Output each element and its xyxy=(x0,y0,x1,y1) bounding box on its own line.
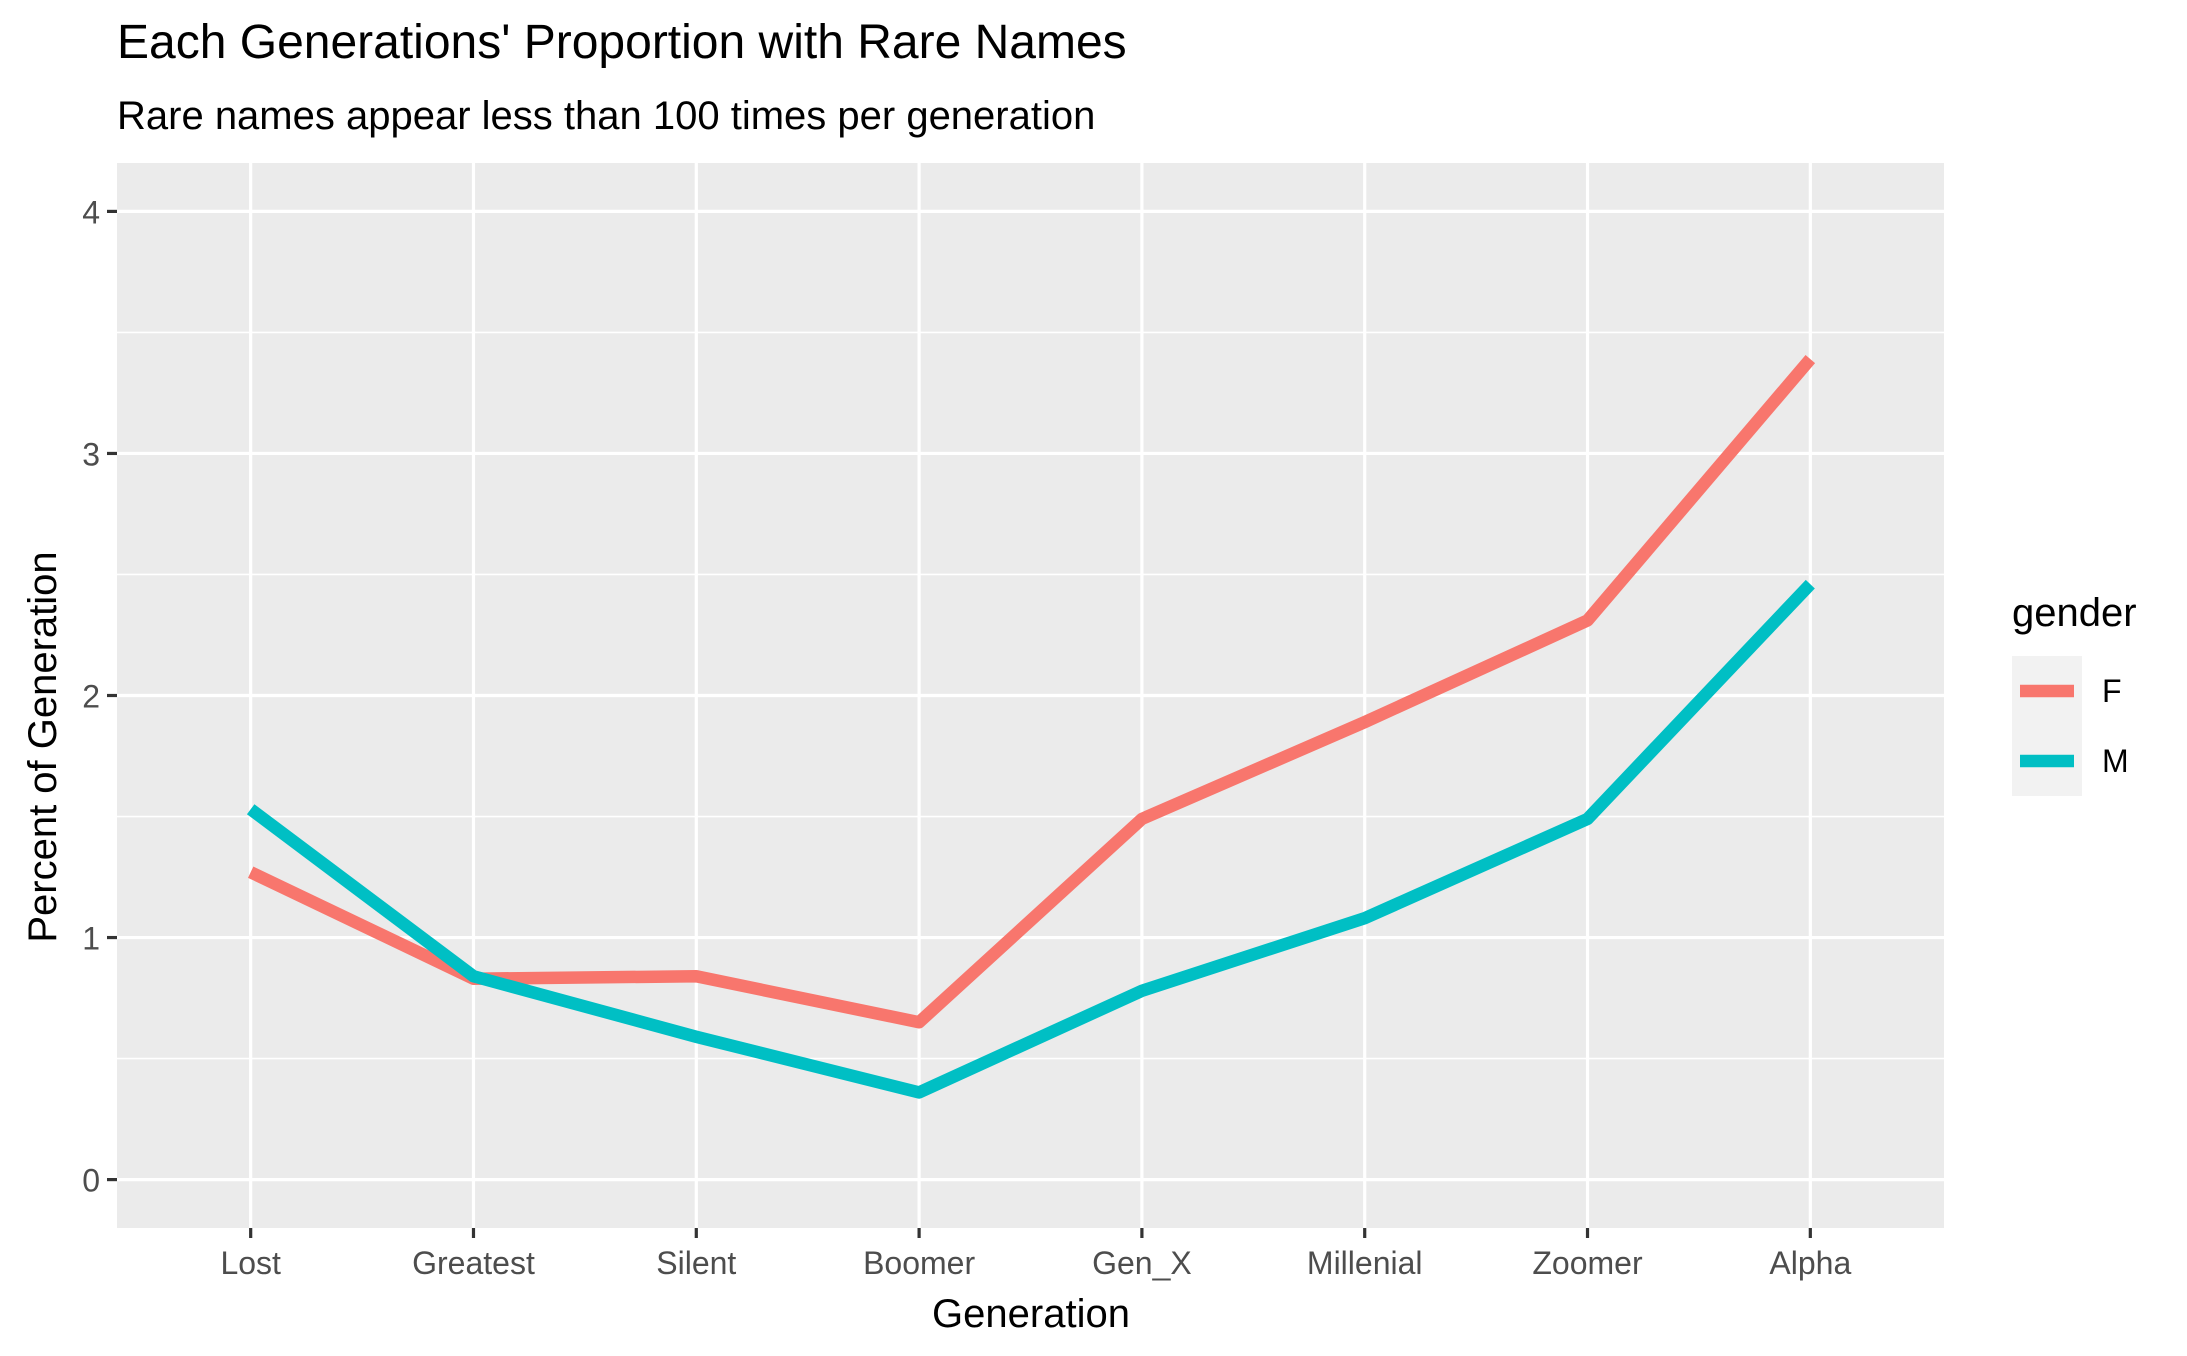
x-tick-label-Boomer: Boomer xyxy=(863,1245,975,1281)
y-tick-label: 3 xyxy=(82,436,100,472)
x-tick-label-Greatest: Greatest xyxy=(412,1245,535,1281)
x-tick-label-Lost: Lost xyxy=(220,1245,281,1281)
y-tick-label: 0 xyxy=(82,1163,100,1199)
x-axis-title: Generation xyxy=(932,1292,1130,1336)
x-tick-label-Millenial: Millenial xyxy=(1307,1245,1423,1281)
x-tick-label-Gen_X: Gen_X xyxy=(1092,1245,1192,1281)
legend-label-F: F xyxy=(2102,673,2122,709)
chart-title: Each Generations' Proportion with Rare N… xyxy=(117,16,1127,69)
y-tick-label: 4 xyxy=(82,194,100,230)
y-axis-title: Percent of Generation xyxy=(21,551,65,942)
legend-title: gender xyxy=(2012,591,2137,635)
y-tick-label: 1 xyxy=(82,921,100,957)
chart-subtitle: Rare names appear less than 100 times pe… xyxy=(117,94,1095,138)
y-tick-label: 2 xyxy=(82,679,100,715)
legend-label-M: M xyxy=(2102,743,2129,779)
x-tick-label-Zoomer: Zoomer xyxy=(1532,1245,1643,1281)
x-tick-label-Silent: Silent xyxy=(656,1245,736,1281)
legend: gender FM xyxy=(2012,591,2137,796)
x-tick-label-Alpha: Alpha xyxy=(1769,1245,1851,1281)
